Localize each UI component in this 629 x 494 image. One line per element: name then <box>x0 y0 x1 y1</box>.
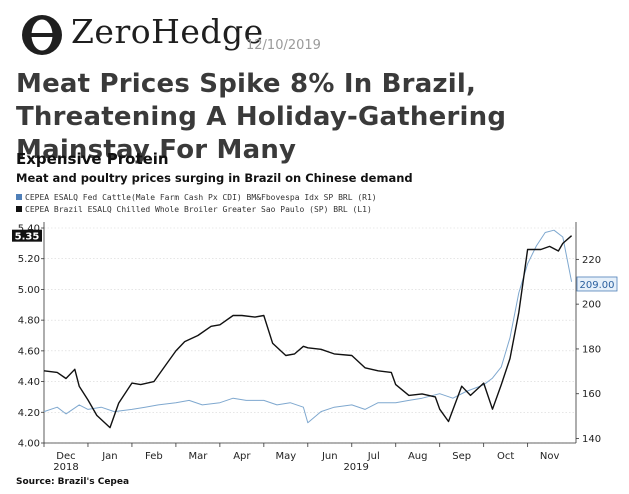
left-tick-label-5: 5.00 <box>18 285 40 296</box>
left-tick-label-6: 5.20 <box>18 254 40 265</box>
left-tick-label-4: 4.80 <box>18 316 40 327</box>
x-tick-label-3: Mar <box>188 451 208 462</box>
legend-label-cattle: CEPEA ESALQ Fed Cattle(Male Farm Cash Px… <box>25 193 377 202</box>
right-last-value-label: 209.00 <box>580 280 615 291</box>
series-line-cattle <box>43 229 573 424</box>
x-tick-label-9: Sep <box>452 451 471 462</box>
x-tick-label-1: Jan <box>101 451 117 462</box>
legend-swatch-broiler <box>16 206 22 212</box>
x-tick-label-4: Apr <box>233 451 251 462</box>
right-tick-label-0: 140 <box>582 434 601 445</box>
x-tick-label-5: May <box>275 451 296 462</box>
left-last-value-tag <box>12 229 42 242</box>
x-tick-label-10: Oct <box>497 451 514 462</box>
left-tick-label-7: 5.40 <box>18 224 40 235</box>
series-line-broiler <box>43 235 573 429</box>
x-year-label-1: 2019 <box>343 462 368 473</box>
x-tick-label-11: Nov <box>540 451 560 462</box>
x-tick-label-2: Feb <box>145 451 163 462</box>
x-year-label-0: 2018 <box>53 462 78 473</box>
left-tick-label-1: 4.20 <box>18 408 40 419</box>
x-tick-label-8: Aug <box>408 451 428 462</box>
left-tick-label-2: 4.40 <box>18 377 40 388</box>
article-headline[interactable]: Meat Prices Spike 8% In Brazil, Threaten… <box>16 69 507 165</box>
right-tick-label-4: 220 <box>582 255 601 266</box>
left-last-value-label: 5.35 <box>15 232 40 243</box>
x-tick-label-7: Jul <box>367 451 380 462</box>
brand-name[interactable]: ZeroHedge <box>71 12 264 51</box>
left-tick-label-0: 4.00 <box>18 439 40 450</box>
chart-source: Source: Brazil's Cepea <box>16 477 129 487</box>
right-tick-label-3: 200 <box>582 300 601 311</box>
right-last-value-tag <box>576 276 618 292</box>
legend-swatch-cattle <box>16 194 22 200</box>
zerohedge-logo-icon[interactable] <box>20 13 64 57</box>
chart-subtitle: Meat and poultry prices surging in Brazi… <box>16 171 413 185</box>
chart-title: Expensive Protein <box>16 150 169 168</box>
right-tick-label-1: 160 <box>582 389 601 400</box>
plot-area: 4.00 4.20 4.40 4.60 4.80 5.00 5.20 5.40 140 160 18… <box>12 222 618 473</box>
legend-label-broiler: CEPEA Brazil ESALQ Chilled Whole Broiler… <box>25 205 372 214</box>
post-date: 12/10/2019 <box>246 38 321 53</box>
x-tick-label-6: Jun <box>321 451 338 462</box>
x-tick-label-0: Dec <box>56 451 75 462</box>
right-tick-label-2: 180 <box>582 344 601 355</box>
left-tick-label-3: 4.60 <box>18 346 40 357</box>
